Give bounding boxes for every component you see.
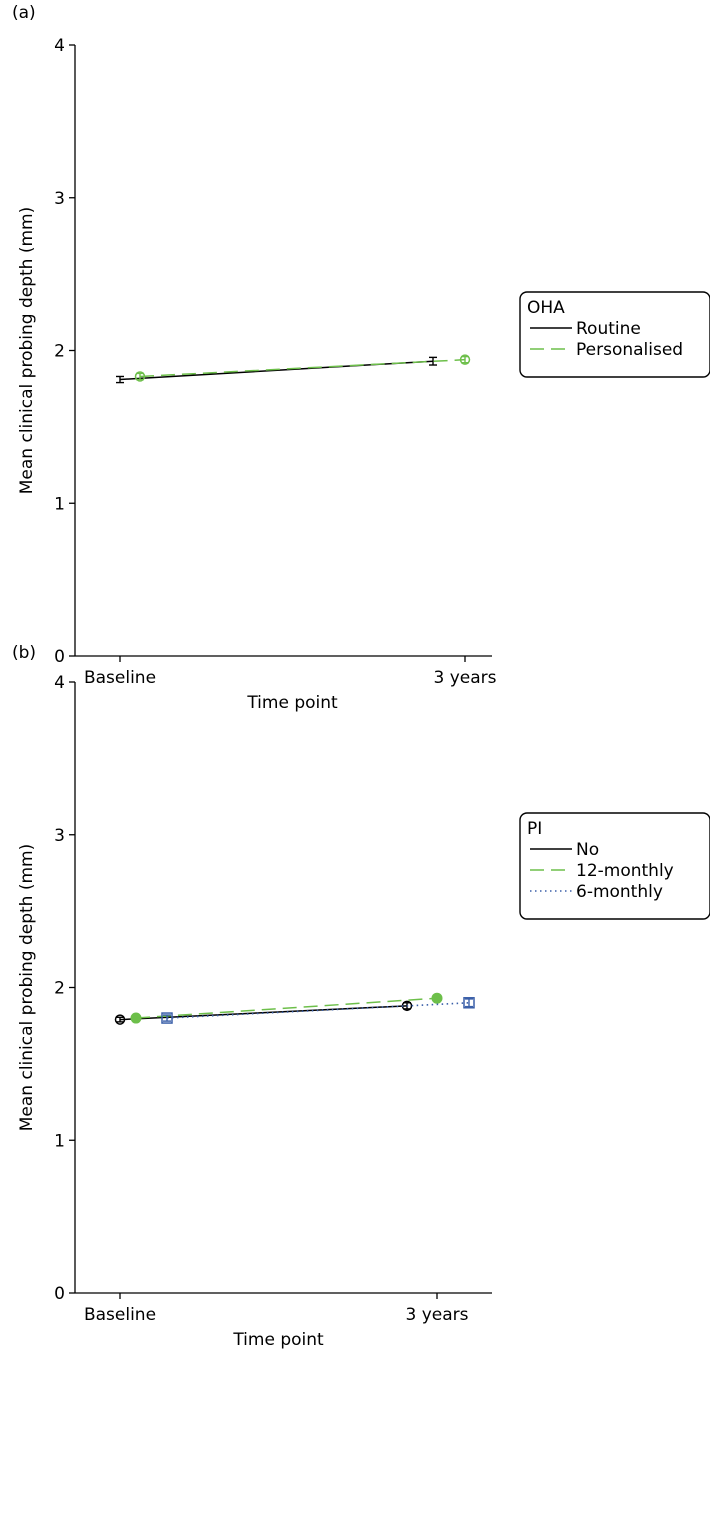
- legend-label: Routine: [576, 319, 641, 339]
- series-1: [116, 1001, 412, 1024]
- legend-label: 12-monthly: [576, 861, 674, 881]
- x-tick-label: 3 years: [405, 1305, 468, 1325]
- series-line: [136, 998, 437, 1018]
- y-tick-label: 3: [54, 189, 65, 209]
- panel-label: (a): [12, 3, 36, 23]
- chart-panel-1: (a) 0 1 2 3 4 Baseline 3 years Time point Mean cl…: [12, 3, 710, 713]
- x-tick-label: 3 years: [433, 668, 496, 688]
- chart-panel-2: (b) 0 1 2 3 4 Baseline 3 years Time point Mean cl…: [12, 643, 710, 1350]
- y-tick-label: 1: [54, 494, 65, 514]
- series-line: [167, 1003, 469, 1018]
- y-tick-label: 0: [54, 1284, 65, 1304]
- legend-label: 6-monthly: [576, 882, 663, 902]
- y-tick-label: 4: [54, 36, 65, 56]
- y-tick-label: 3: [54, 826, 65, 846]
- y-tick-label: 2: [54, 979, 65, 999]
- series-line: [120, 361, 433, 379]
- y-tick-label: 4: [54, 673, 65, 693]
- x-axis-title: Time point: [232, 1330, 324, 1350]
- series-line: [140, 360, 465, 377]
- x-axis-title: Time point: [246, 693, 338, 713]
- x-tick-label: Baseline: [84, 668, 156, 688]
- legend-label: No: [576, 840, 599, 860]
- legend-title: OHA: [527, 298, 565, 318]
- panel-label: (b): [12, 643, 36, 663]
- series-3: [162, 998, 474, 1023]
- legend-title: PI: [527, 819, 542, 839]
- y-axis-title: Mean clinical probing depth (mm): [17, 207, 37, 494]
- y-axis-title: Mean clinical probing depth (mm): [17, 844, 37, 1131]
- series-2: [136, 355, 470, 381]
- x-tick-label: Baseline: [84, 1305, 156, 1325]
- legend-label: Personalised: [576, 340, 683, 360]
- data-point: [432, 993, 442, 1003]
- series-2: [131, 993, 442, 1023]
- y-tick-label: 1: [54, 1131, 65, 1151]
- data-point: [131, 1013, 141, 1023]
- y-tick-label: 0: [54, 647, 65, 667]
- y-tick-label: 2: [54, 342, 65, 362]
